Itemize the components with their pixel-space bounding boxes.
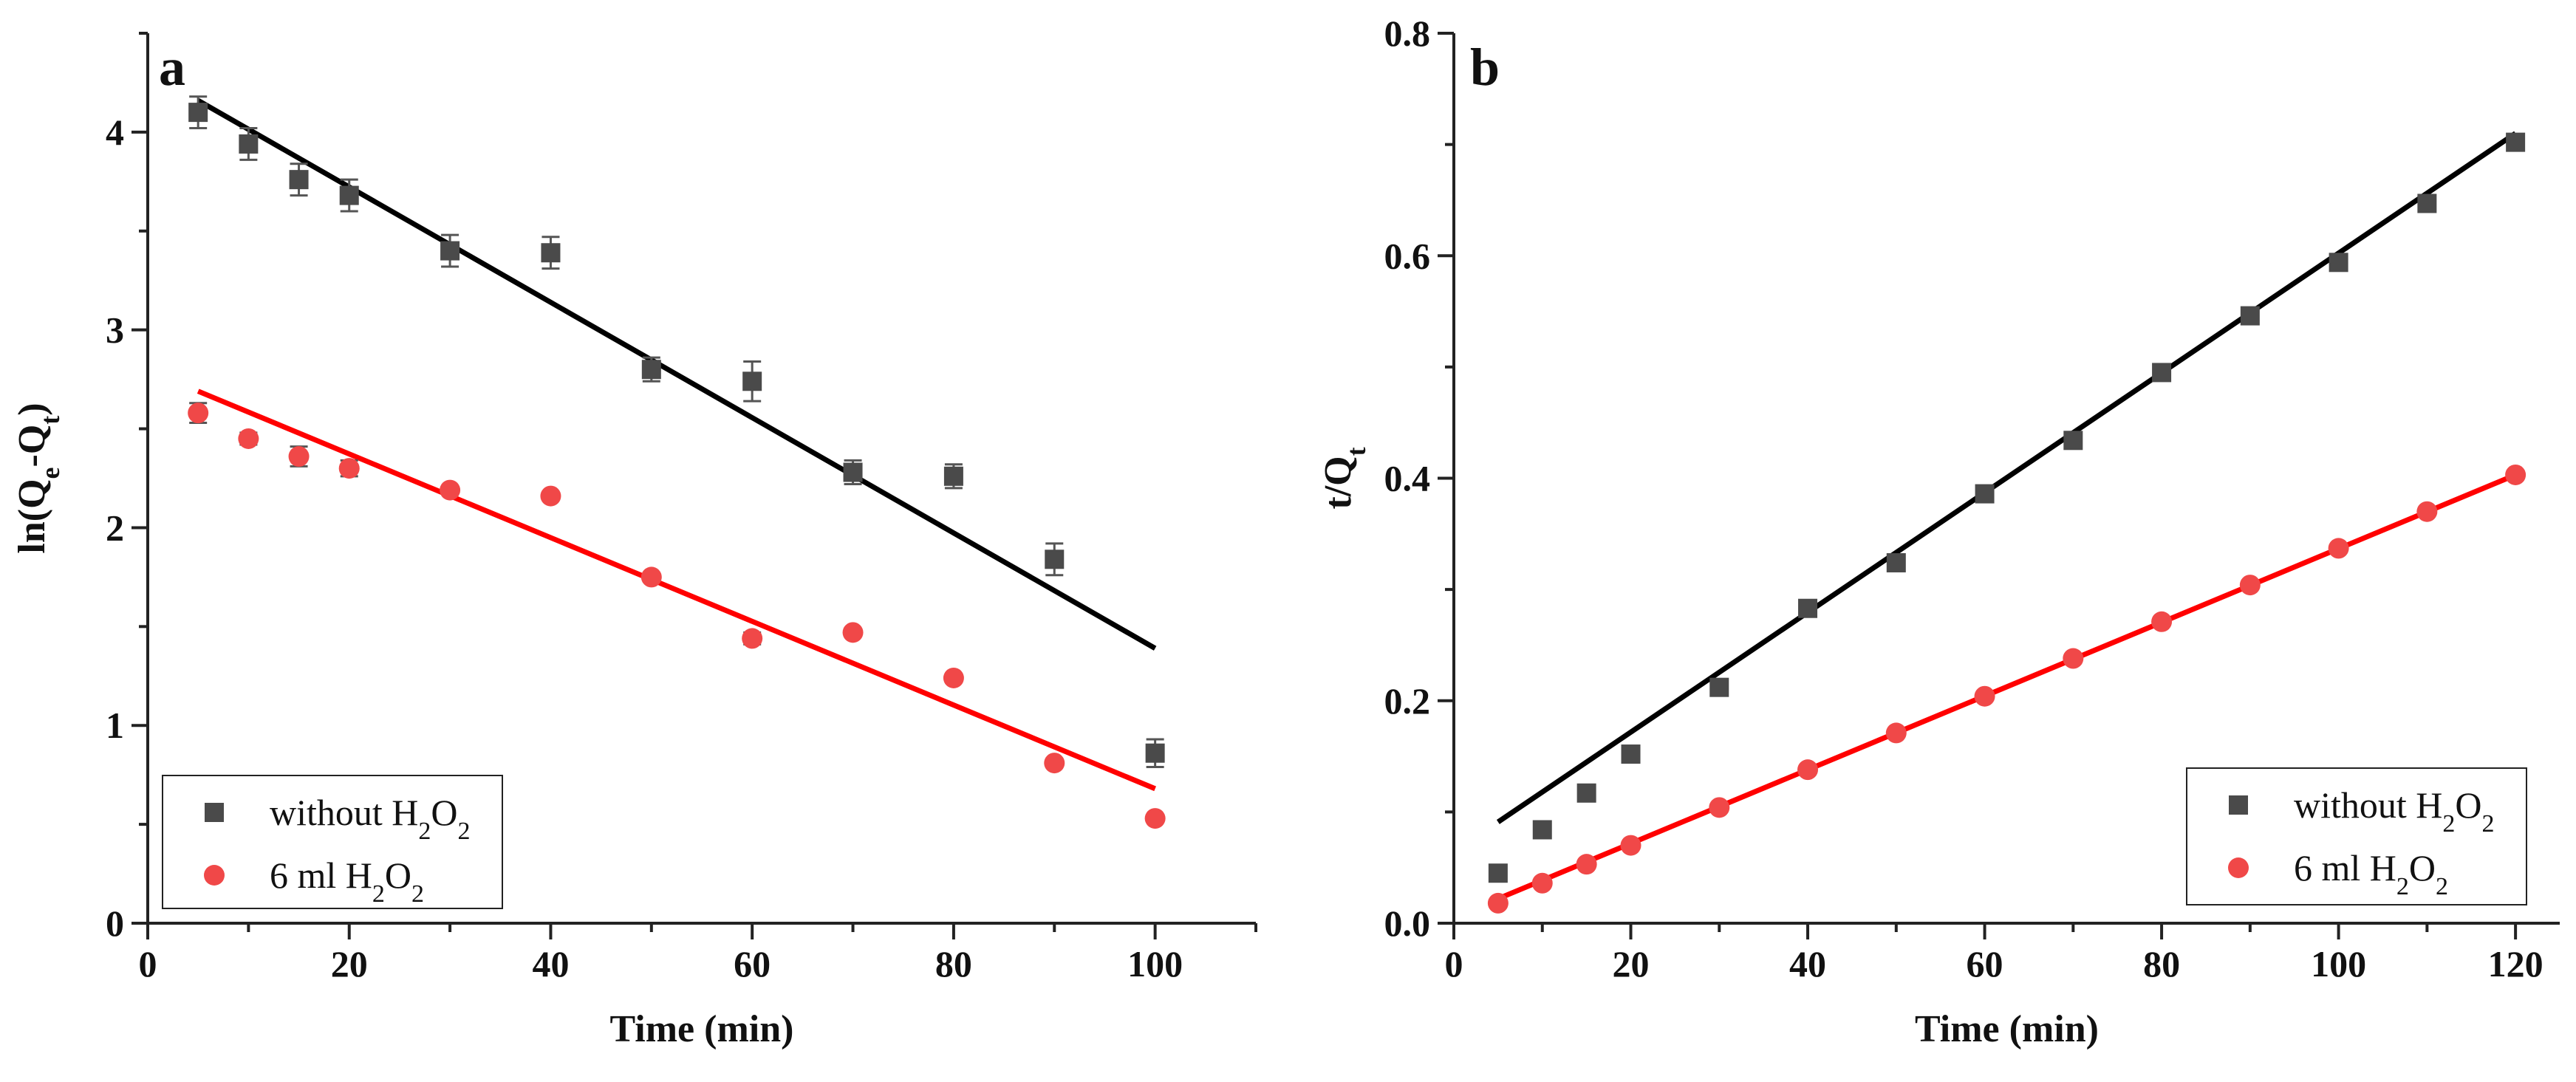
x-tick-label: 20 bbox=[1613, 943, 1650, 985]
y-tick-label: 0.4 bbox=[1384, 458, 1431, 499]
data-point-square bbox=[188, 103, 208, 123]
data-point-circle bbox=[640, 566, 662, 588]
data-point-square bbox=[2240, 306, 2260, 326]
legend-box bbox=[2186, 767, 2527, 905]
legend: without H2O2 6 ml H2O2 bbox=[2186, 767, 2527, 905]
legend-label: 6 ml H2O2 bbox=[270, 855, 424, 908]
fit-line bbox=[197, 98, 1157, 651]
legend-box bbox=[162, 775, 503, 909]
data-point-circle bbox=[1487, 892, 1509, 914]
y-tick-label: 0.0 bbox=[1384, 903, 1431, 944]
x-tick-label: 120 bbox=[2488, 943, 2543, 985]
panel-b: 0 20 40 60 80 100 120 0.0 0.2 0.4 0.6 0.8 Time (min)… bbox=[1317, 13, 2560, 1050]
data-point-circle bbox=[2063, 648, 2084, 669]
x-tick-label: 40 bbox=[1789, 943, 1826, 985]
data-point-square bbox=[541, 243, 561, 263]
data-point-square bbox=[641, 360, 661, 380]
legend-marker-circle bbox=[2228, 857, 2249, 878]
data-point-circle bbox=[338, 458, 360, 479]
data-point-square bbox=[339, 185, 359, 205]
data-point-square bbox=[1621, 744, 1641, 764]
data-point-square bbox=[440, 241, 460, 261]
data-point-circle bbox=[1709, 797, 1730, 818]
legend-label: without H2O2 bbox=[2294, 784, 2495, 838]
data-point-circle bbox=[1576, 854, 1597, 875]
data-point-square bbox=[1709, 677, 1729, 697]
data-point-square bbox=[1145, 743, 1165, 763]
y-axis-title: ln(Qe-Qt) bbox=[11, 403, 65, 553]
data-point-square bbox=[943, 466, 963, 486]
data-point-square bbox=[239, 134, 259, 154]
data-point-square bbox=[1886, 552, 1906, 572]
data-point-square bbox=[1488, 863, 1508, 883]
data-point-circle bbox=[742, 628, 763, 649]
data-point-circle bbox=[238, 428, 259, 449]
data-point-circle bbox=[188, 403, 209, 424]
y-tick-label: 0 bbox=[106, 903, 124, 944]
legend: without H2O2 6 ml H2O2 bbox=[162, 775, 503, 909]
data-point-square bbox=[843, 462, 863, 482]
x-tick-label: 40 bbox=[532, 943, 569, 985]
data-point-square bbox=[742, 371, 762, 391]
data-point-circle bbox=[2239, 575, 2261, 596]
data-point-circle bbox=[1044, 753, 1065, 774]
data-point-square bbox=[1975, 484, 1995, 504]
legend-marker-square bbox=[205, 803, 224, 822]
y-tick-label: 0.6 bbox=[1384, 235, 1431, 276]
data-point-circle bbox=[842, 622, 864, 643]
panel-a: 0 20 40 60 80 100 0 1 2 3 4 Time (min) ln(Qe-Qt) a wit… bbox=[11, 32, 1257, 1050]
x-tick-label: 0 bbox=[139, 943, 157, 985]
panel-letter: a bbox=[159, 38, 185, 97]
y-tick-label: 0.2 bbox=[1384, 680, 1431, 722]
x-tick-label: 60 bbox=[1967, 943, 2003, 985]
y-tick-label: 2 bbox=[106, 507, 124, 548]
data-point-square bbox=[2152, 363, 2172, 383]
data-point-circle bbox=[2151, 611, 2173, 632]
y-axis-title: t/Qt bbox=[1317, 447, 1371, 509]
x-tick-label: 80 bbox=[935, 943, 972, 985]
x-tick-label: 20 bbox=[331, 943, 368, 985]
data-point-circle bbox=[440, 479, 461, 501]
legend-label: without H2O2 bbox=[270, 792, 471, 845]
data-point-circle bbox=[1620, 835, 1641, 856]
data-point-circle bbox=[1144, 808, 1166, 829]
data-point-square bbox=[1045, 549, 1065, 569]
x-tick-label: 100 bbox=[1127, 943, 1183, 985]
data-point-circle bbox=[1974, 685, 1995, 707]
fit-line bbox=[1496, 131, 2518, 824]
data-point-circle bbox=[2416, 501, 2438, 522]
data-point-square bbox=[1798, 598, 1818, 618]
data-point-circle bbox=[1885, 722, 1907, 744]
data-point-square bbox=[2506, 132, 2526, 152]
x-tick-label: 60 bbox=[734, 943, 771, 985]
data-point-circle bbox=[2328, 538, 2349, 559]
x-axis-title: Time (min) bbox=[610, 1008, 794, 1050]
y-tick-label: 4 bbox=[106, 112, 124, 153]
data-point-square bbox=[2329, 253, 2348, 273]
x-axis-title: Time (min) bbox=[1915, 1008, 2099, 1050]
legend-label: 6 ml H2O2 bbox=[2294, 847, 2448, 900]
legend-marker-square bbox=[2229, 795, 2248, 815]
data-point-circle bbox=[288, 446, 310, 468]
data-point-circle bbox=[540, 485, 561, 507]
x-tick-label: 0 bbox=[1445, 943, 1463, 985]
data-point-square bbox=[289, 170, 309, 190]
y-tick-label: 1 bbox=[106, 705, 124, 746]
data-point-square bbox=[1532, 820, 1552, 840]
data-point-square bbox=[2063, 431, 2083, 451]
data-point-circle bbox=[943, 667, 964, 688]
x-tick-label: 100 bbox=[2311, 943, 2366, 985]
y-tick-label: 3 bbox=[106, 309, 124, 351]
panel-letter: b bbox=[1470, 38, 1500, 97]
data-point-circle bbox=[1797, 759, 1819, 781]
x-tick-label: 80 bbox=[2143, 943, 2180, 985]
data-point-square bbox=[2417, 194, 2437, 213]
y-tick-label: 0.8 bbox=[1384, 13, 1431, 54]
legend-marker-circle bbox=[204, 865, 225, 886]
fit-line bbox=[197, 388, 1156, 792]
data-point-square bbox=[1576, 783, 1596, 803]
data-point-circle bbox=[2505, 464, 2527, 485]
data-point-circle bbox=[1531, 872, 1553, 894]
